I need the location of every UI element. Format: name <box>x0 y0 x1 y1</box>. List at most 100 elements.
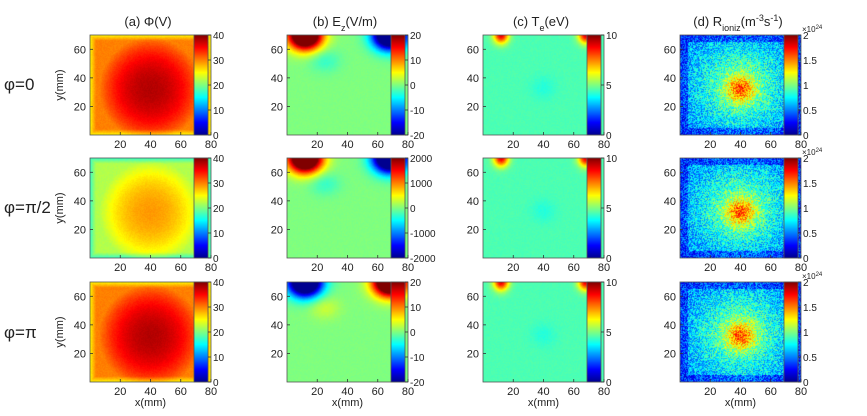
x-tick-label: 60 <box>765 386 777 398</box>
x-tick-label: 80 <box>795 139 807 151</box>
panel-r2-c2: 20 40 60 80 20 40 60 -2000 -1000 0 1000 2000 <box>271 154 436 274</box>
column-title-1: (a) Φ(V) <box>124 14 171 29</box>
x-axis-label: x(mm) <box>135 397 166 409</box>
x-tick-label: 40 <box>144 386 156 398</box>
y-tick-label: 60 <box>467 167 479 179</box>
x-tick-label: 80 <box>402 386 414 398</box>
heatmap-image <box>90 35 211 135</box>
y-tick-label: 40 <box>74 320 86 332</box>
heatmap-image <box>483 158 604 258</box>
y-tick-label: 40 <box>467 73 479 85</box>
x-tick-label: 20 <box>507 139 519 151</box>
x-tick-label: 40 <box>341 386 353 398</box>
y-tick-label: 20 <box>664 224 676 236</box>
colorbar-tick-label: -20 <box>410 378 425 389</box>
colorbar-tick-label: 40 <box>213 31 225 42</box>
colorbar-tick-label: 30 <box>213 179 225 190</box>
y-tick-label: 60 <box>271 44 283 56</box>
colorbar-tick-label: -1000 <box>410 229 436 240</box>
y-tick-label: 40 <box>74 196 86 208</box>
y-tick-label: 20 <box>664 101 676 113</box>
row-labels: φ=0 φ=π/2 φ=π <box>4 75 51 342</box>
x-axis-label: x(mm) <box>528 397 559 409</box>
panel-r2-c1: 20 40 60 80 20 40 60 y(mm) 0 10 20 30 40 <box>54 154 225 274</box>
colorbar <box>194 158 208 258</box>
colorbar <box>587 158 601 258</box>
x-tick-label: 80 <box>205 262 217 274</box>
colorbar-tick-label: 20 <box>213 81 225 92</box>
colorbar <box>391 282 405 382</box>
x-tick-label: 40 <box>537 139 549 151</box>
row-label-2: φ=π/2 <box>4 198 51 217</box>
y-tick-label: 60 <box>664 291 676 303</box>
x-tick-label: 20 <box>507 386 519 398</box>
y-tick-label: 60 <box>467 291 479 303</box>
x-tick-label: 60 <box>765 262 777 274</box>
colorbar-tick-label: 0 <box>606 131 612 142</box>
y-tick-label: 40 <box>664 320 676 332</box>
x-tick-label: 60 <box>568 262 580 274</box>
x-tick-label: 20 <box>311 262 323 274</box>
x-tick-label: 20 <box>704 262 716 274</box>
colorbar-multiplier: ×1024 <box>802 25 823 34</box>
colorbar-tick-label: 0 <box>213 378 219 389</box>
panel-r2-c3: 20 40 60 80 20 40 60 0 5 10 <box>467 154 618 274</box>
x-tick-label: 60 <box>372 139 384 151</box>
colorbar-tick-label: 1.5 <box>803 56 817 67</box>
heatmap-image <box>680 35 801 135</box>
heatmap-image <box>287 158 408 258</box>
colorbar-tick-label: 2 <box>803 278 809 289</box>
y-tick-label: 60 <box>664 44 676 56</box>
heatmap-image <box>680 158 801 258</box>
colorbar-tick-label: 40 <box>213 154 225 165</box>
colorbar-tick-label: 20 <box>410 278 422 289</box>
y-axis-label: y(mm) <box>54 69 66 100</box>
x-tick-label: 60 <box>372 262 384 274</box>
heatmap-image <box>287 35 408 135</box>
colorbar-tick-label: 40 <box>213 278 225 289</box>
colorbar-tick-label: 20 <box>213 204 225 215</box>
y-tick-label: 60 <box>271 291 283 303</box>
heatmap-image <box>483 282 604 382</box>
colorbar-multiplier: ×1024 <box>802 272 823 281</box>
colorbar <box>194 282 208 382</box>
colorbar-tick-label: 0.5 <box>803 229 817 240</box>
colorbar <box>194 35 208 135</box>
y-tick-label: 60 <box>74 291 86 303</box>
panel-r3-c2: 20 40 60 80 20 40 60 x(mm) -20 -10 0 10 20 <box>271 278 425 409</box>
x-axis-label: x(mm) <box>332 397 363 409</box>
x-tick-label: 80 <box>598 386 610 398</box>
y-tick-label: 20 <box>271 348 283 360</box>
panel-r1-c1: 20 40 60 80 20 40 60 y(mm) 0 10 20 30 40 <box>54 31 225 151</box>
colorbar-tick-label: 10 <box>410 303 422 314</box>
colorbar-tick-label: 0.5 <box>803 353 817 364</box>
column-title-3: (c) Te(eV) <box>513 14 569 33</box>
x-tick-label: 60 <box>765 139 777 151</box>
x-tick-label: 40 <box>341 139 353 151</box>
colorbar-tick-label: 0 <box>606 378 612 389</box>
x-tick-label: 60 <box>175 386 187 398</box>
colorbar-tick-label: -10 <box>410 106 425 117</box>
y-tick-label: 60 <box>74 44 86 56</box>
x-tick-label: 60 <box>568 139 580 151</box>
y-tick-label: 20 <box>271 224 283 236</box>
colorbar <box>391 35 405 135</box>
colorbar <box>587 35 601 135</box>
colorbar-tick-label: 0 <box>803 254 809 265</box>
colorbar-tick-label: 1 <box>803 81 809 92</box>
colorbar-tick-label: 5 <box>606 328 612 339</box>
colorbar <box>587 282 601 382</box>
x-tick-label: 80 <box>795 262 807 274</box>
x-tick-label: 40 <box>734 386 746 398</box>
heatmap-image <box>90 282 211 382</box>
colorbar-tick-label: 5 <box>606 204 612 215</box>
panel-r3-c1: 20 40 60 80 20 40 60 y(mm) x(mm) 0 10 20 30 40 <box>54 278 225 409</box>
colorbar-tick-label: 0 <box>213 131 219 142</box>
x-tick-label: 60 <box>372 386 384 398</box>
x-tick-label: 80 <box>402 139 414 151</box>
heatmap-image <box>287 282 408 382</box>
y-tick-label: 60 <box>271 167 283 179</box>
x-tick-label: 40 <box>734 262 746 274</box>
colorbar-tick-label: 20 <box>213 328 225 339</box>
colorbar-tick-label: 10 <box>410 56 422 67</box>
